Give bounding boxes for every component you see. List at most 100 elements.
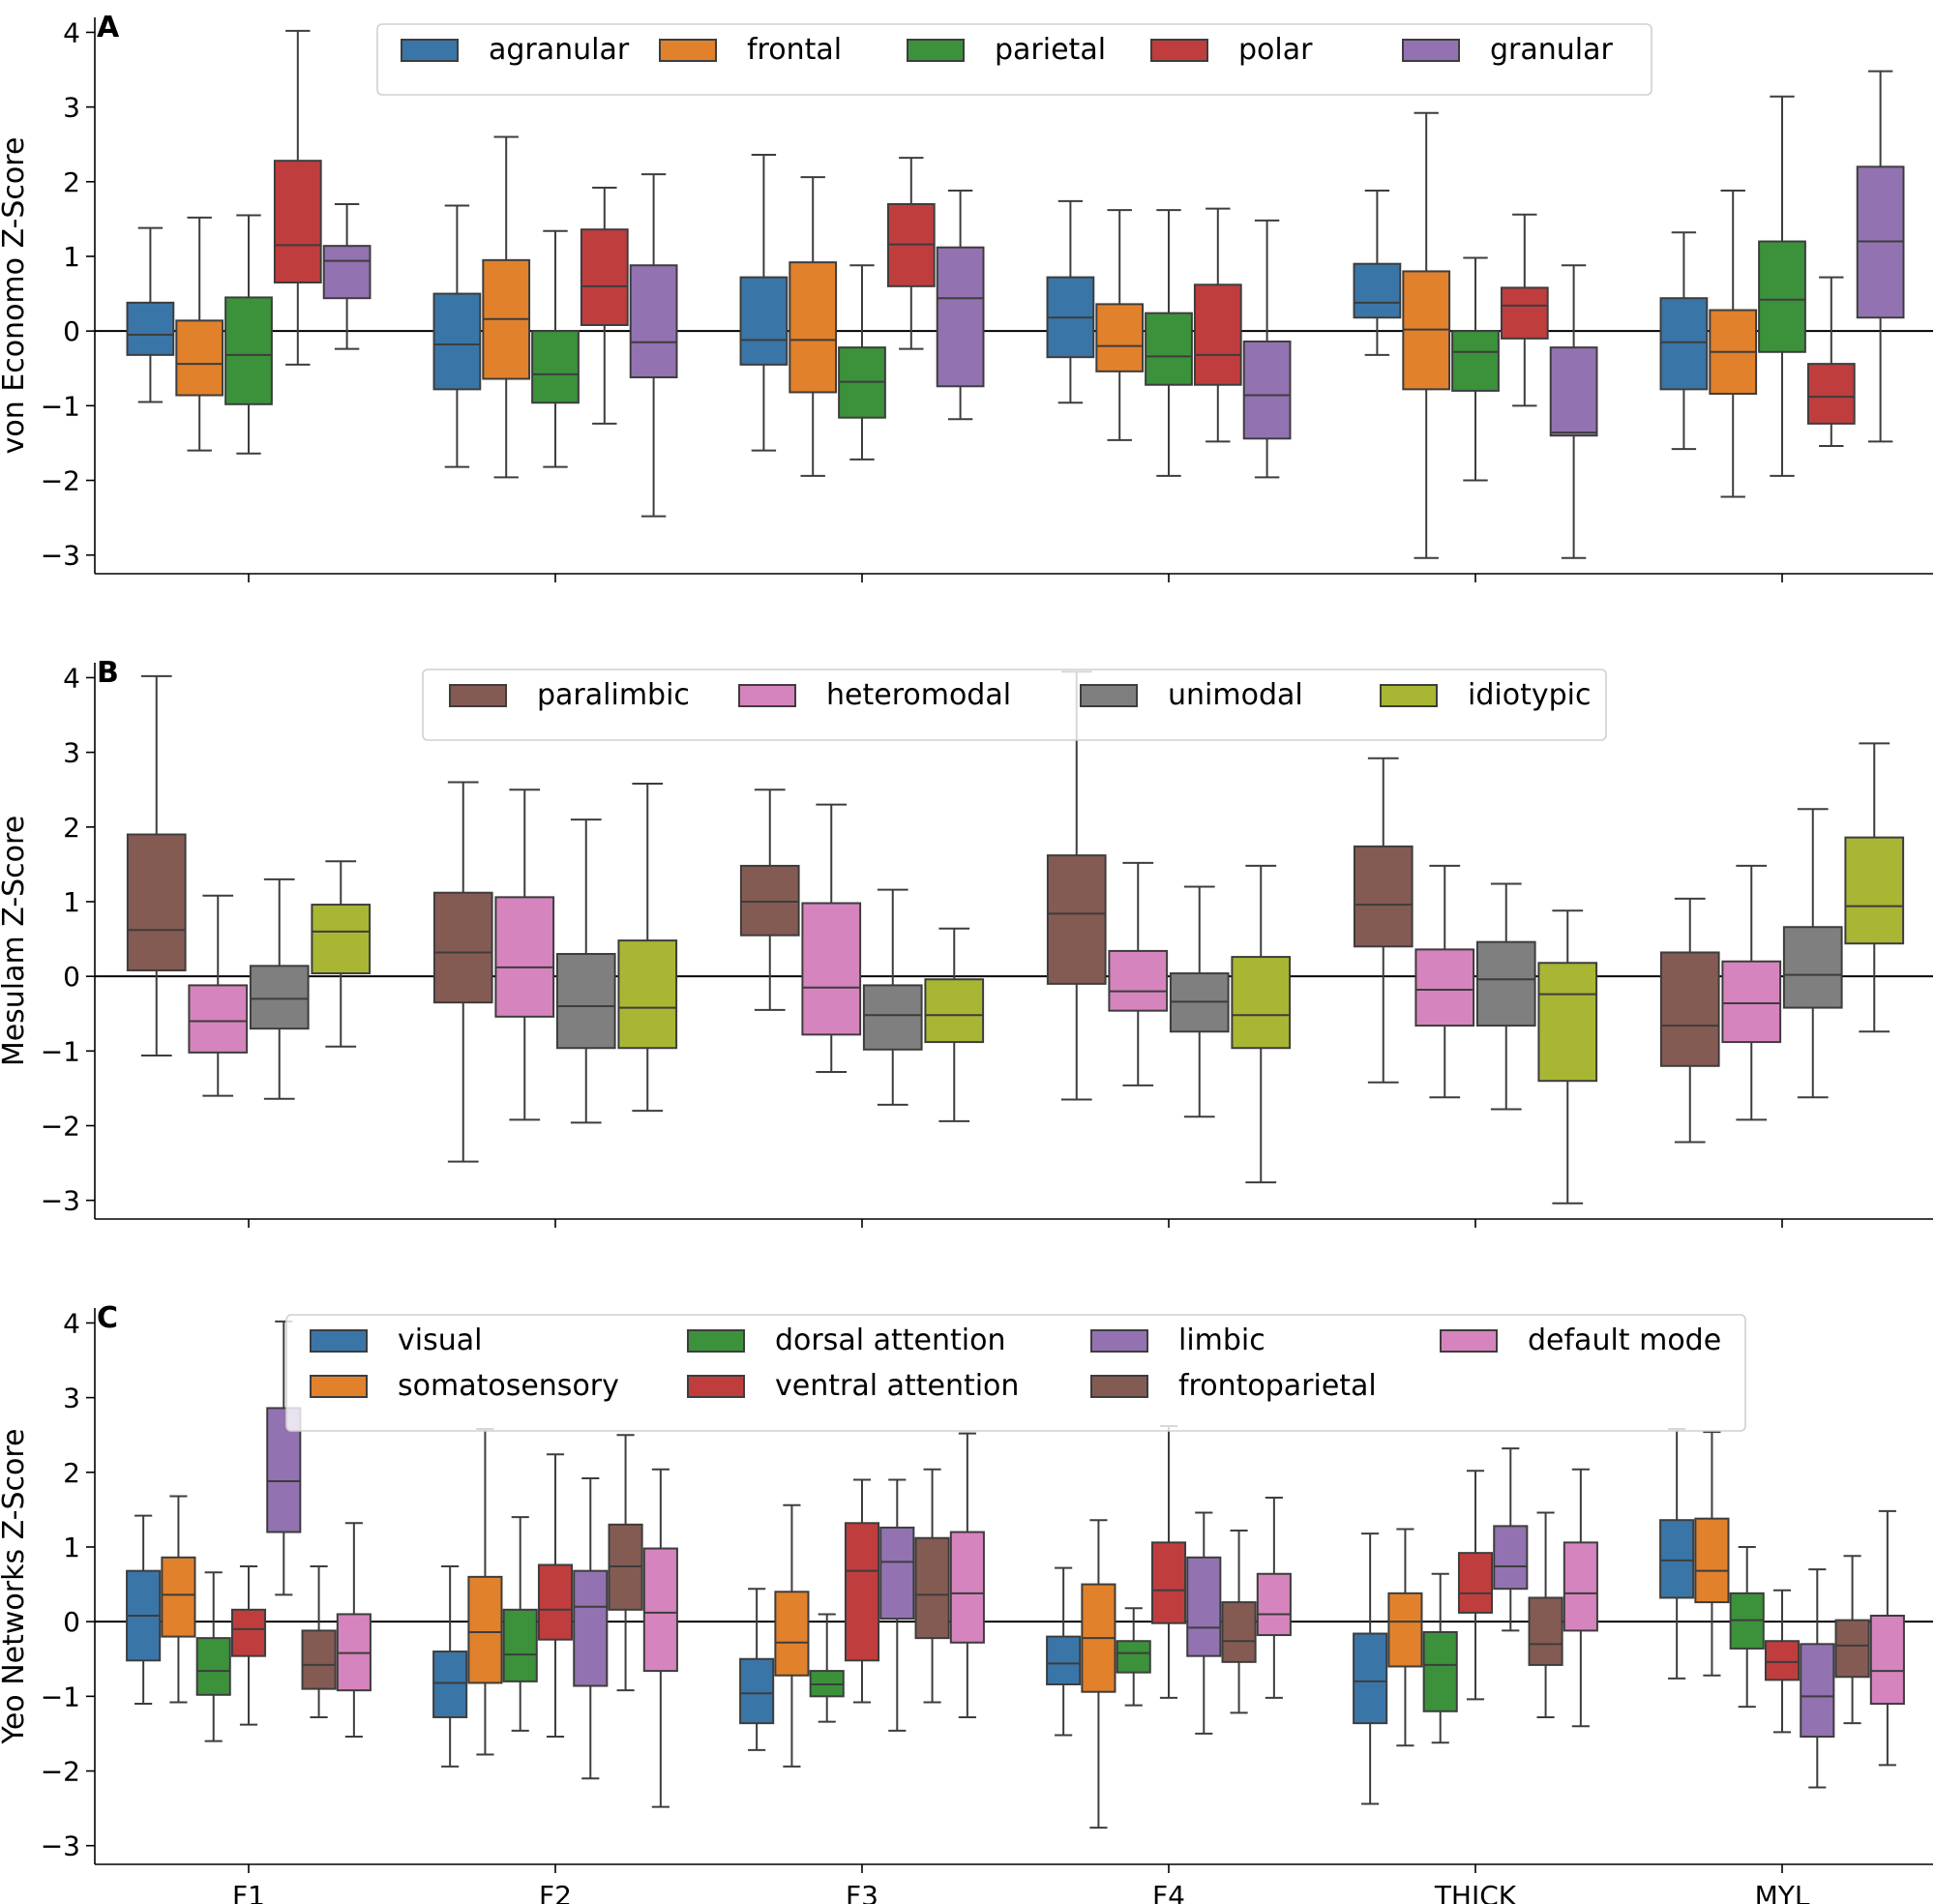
box-unimodal-f3 (862, 888, 923, 1106)
box-ventral-attention-f3 (844, 1478, 880, 1704)
iqr-box (739, 864, 800, 937)
y-tick-label: 1 (63, 886, 80, 918)
series-visual (126, 1428, 1695, 1805)
legend-label: frontoparietal (1178, 1369, 1377, 1403)
box-dorsal-attention-f4 (1116, 1607, 1151, 1707)
iqr-box (1193, 283, 1242, 386)
iqr-box (126, 301, 175, 356)
box-somatosensory-f1 (161, 1495, 196, 1704)
box-parietal-f3 (838, 264, 886, 461)
box-parietal-thick (1451, 256, 1500, 482)
iqr-box (322, 245, 372, 300)
legend-swatch (1402, 39, 1460, 62)
series-frontoparietal (301, 1434, 1870, 1725)
iqr-box (467, 1575, 503, 1684)
box-idiotypic-f1 (311, 860, 372, 1048)
box-agranular-thick (1353, 190, 1402, 356)
iqr-box (580, 228, 629, 326)
iqr-box (301, 1629, 337, 1690)
box-heteromodal-f3 (801, 803, 862, 1073)
iqr-box (531, 330, 580, 404)
legend-item-granular: granular (1402, 33, 1614, 67)
legend-frame (422, 669, 1607, 741)
legend-swatch (449, 684, 507, 707)
iqr-box (1563, 1541, 1598, 1632)
box-frontoparietal-f3 (914, 1468, 950, 1704)
iqr-box (879, 1526, 915, 1621)
box-granular-thick (1549, 264, 1598, 559)
iqr-box (1108, 949, 1169, 1012)
legend-label: heteromodal (826, 678, 1011, 712)
y-tick-label: 1 (63, 241, 80, 273)
legend-swatch (687, 1375, 745, 1398)
iqr-box (1422, 1630, 1458, 1712)
iqr-box (311, 904, 372, 975)
iqr-box (249, 965, 310, 1030)
iqr-box (1834, 1619, 1870, 1679)
y-tick-label: −3 (41, 540, 80, 572)
iqr-box (1800, 1643, 1835, 1739)
box-paralimbic-myl (1659, 897, 1720, 1144)
iqr-box (1659, 1519, 1695, 1599)
y-tick-label: −1 (41, 390, 80, 422)
legend-label: visual (398, 1324, 482, 1357)
box-parietal-myl (1758, 95, 1806, 477)
box-paralimbic-thick (1353, 757, 1414, 1084)
iqr-box (537, 1563, 574, 1641)
y-tick-label: 2 (63, 812, 80, 844)
box-visual-f4 (1046, 1566, 1082, 1737)
x-tick-label-f1: F1 (232, 1880, 265, 1904)
iqr-box (1145, 312, 1193, 386)
legend-label: polar (1238, 33, 1313, 67)
box-dorsal-attention-myl (1729, 1545, 1765, 1709)
box-polar-f4 (1193, 207, 1242, 443)
box-ventral-attention-f1 (230, 1565, 267, 1726)
box-visual-f1 (126, 1514, 162, 1706)
box-granular-f2 (629, 173, 678, 518)
series-default-mode (336, 1432, 1905, 1808)
iqr-box (844, 1522, 880, 1662)
box-ventral-attention-f2 (537, 1453, 574, 1739)
box-idiotypic-myl (1844, 742, 1905, 1033)
box-unimodal-myl (1782, 808, 1843, 1099)
y-tick-label: −1 (41, 1681, 80, 1712)
iqr-box (862, 984, 923, 1051)
y-tick-label: 4 (63, 16, 80, 48)
iqr-box (924, 978, 985, 1044)
y-axis-label: Mesulam Z-Score (0, 816, 31, 1066)
y-tick-label: 0 (63, 961, 80, 993)
box-agranular-f2 (432, 204, 482, 468)
box-idiotypic-f3 (924, 927, 985, 1122)
legend-label: frontal (747, 33, 842, 67)
panel-label: C (97, 1301, 118, 1335)
x-tick-label-f4: F4 (1152, 1880, 1185, 1904)
box-ventral-attention-thick (1457, 1470, 1494, 1701)
legend-label: unimodal (1168, 678, 1303, 712)
legend-label: ventral attention (775, 1369, 1019, 1403)
iqr-box (1221, 1601, 1257, 1663)
legend-swatch (401, 39, 459, 62)
iqr-box (1387, 1592, 1423, 1668)
box-paralimbic-f4 (1046, 670, 1107, 1101)
legend-label: granular (1490, 33, 1614, 67)
box-polar-f2 (580, 186, 629, 425)
box-default-mode-myl (1869, 1509, 1905, 1767)
iqr-box (1764, 1640, 1801, 1681)
box-somatosensory-f4 (1081, 1519, 1116, 1830)
box-frontal-thick (1402, 111, 1451, 559)
legend-swatch (1080, 684, 1138, 707)
legend-label: parietal (995, 33, 1106, 67)
iqr-box (1500, 286, 1549, 340)
legend-item-idiotypic: idiotypic (1380, 678, 1591, 712)
box-frontoparietal-f2 (608, 1434, 643, 1692)
iqr-box (774, 1591, 810, 1677)
iqr-box (502, 1608, 538, 1682)
legend: paralimbic heteromodal unimodal idiotypic (422, 669, 1607, 741)
box-polar-thick (1500, 213, 1549, 407)
box-frontal-f2 (482, 135, 531, 479)
box-idiotypic-f4 (1231, 864, 1292, 1184)
box-polar-f3 (886, 157, 936, 350)
iqr-box (195, 1637, 231, 1696)
